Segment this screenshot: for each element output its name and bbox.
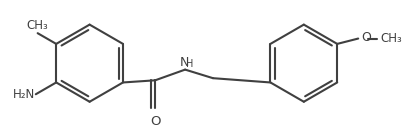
Text: N: N	[179, 55, 188, 69]
Text: H: H	[186, 58, 193, 69]
Text: CH₃: CH₃	[380, 32, 401, 45]
Text: O: O	[149, 115, 160, 128]
Text: CH₃: CH₃	[27, 19, 49, 32]
Text: H₂N: H₂N	[13, 88, 35, 101]
Text: O: O	[360, 31, 371, 44]
